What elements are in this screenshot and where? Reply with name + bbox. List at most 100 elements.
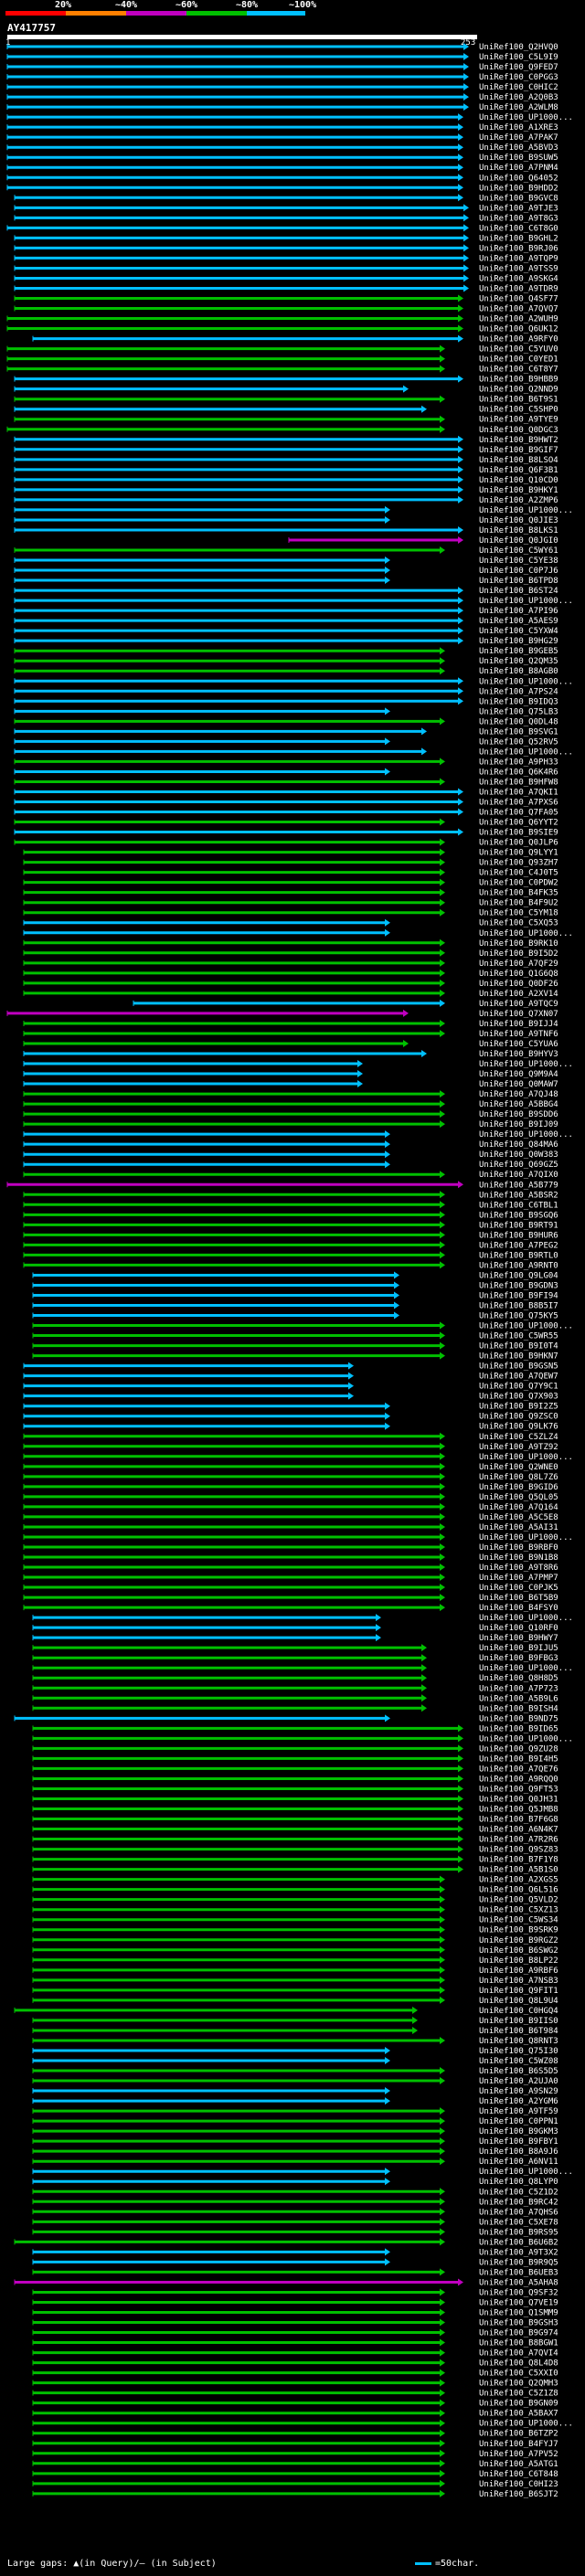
hit-row[interactable]: UniRef100_B9I5D2 bbox=[23, 949, 558, 959]
hit-label[interactable]: UniRef100_B8BGW1 bbox=[479, 2339, 558, 2348]
hit-label[interactable]: UniRef100_A7QKI1 bbox=[479, 788, 558, 797]
hit-row[interactable]: UniRef100_Q9M9A4 bbox=[23, 1070, 558, 1079]
hit-row[interactable]: UniRef100_B6T5B9 bbox=[23, 1594, 558, 1603]
hit-row[interactable]: UniRef100_A9TZ92 bbox=[23, 1442, 558, 1452]
hit-label[interactable]: UniRef100_C6T8G0 bbox=[479, 224, 558, 233]
hit-label[interactable]: UniRef100_B9ID65 bbox=[479, 1724, 558, 1733]
hit-row[interactable]: UniRef100_B6UEB3 bbox=[32, 2268, 558, 2277]
hit-label[interactable]: UniRef100_C5XE78 bbox=[479, 2218, 558, 2227]
hit-label[interactable]: UniRef100_B9GSN5 bbox=[479, 1362, 558, 1372]
hit-label[interactable]: UniRef100_UP1000... bbox=[479, 1453, 573, 1462]
hit-row[interactable]: UniRef100_A7PMP7 bbox=[23, 1574, 558, 1583]
hit-label[interactable]: UniRef100_B9RK10 bbox=[479, 939, 558, 949]
hit-label[interactable]: UniRef100_Q9ZSC0 bbox=[479, 1413, 558, 1422]
hit-label[interactable]: UniRef100_UP1000... bbox=[479, 113, 573, 122]
hit-label[interactable]: UniRef100_A9T3X2 bbox=[479, 2248, 558, 2257]
hit-label[interactable]: UniRef100_C5Z1Z8 bbox=[479, 2390, 558, 2399]
hit-row[interactable]: UniRef100_A6NV11 bbox=[32, 2157, 558, 2167]
hit-row[interactable]: UniRef100_UP1000... bbox=[23, 1130, 573, 1140]
hit-row[interactable]: UniRef100_A7PXS6 bbox=[14, 798, 558, 808]
hit-row[interactable]: UniRef100_Q84MA6 bbox=[23, 1140, 558, 1150]
hit-row[interactable]: UniRef100_UP1000... bbox=[32, 1734, 573, 1744]
hit-row[interactable]: UniRef100_UP1000... bbox=[23, 928, 573, 938]
hit-row[interactable]: UniRef100_B9I4H5 bbox=[32, 1754, 558, 1764]
hit-label[interactable]: UniRef100_C0PDW2 bbox=[479, 879, 558, 888]
hit-label[interactable]: UniRef100_A9TQP9 bbox=[479, 254, 558, 263]
hit-row[interactable]: UniRef100_B6TPD8 bbox=[14, 577, 558, 586]
hit-row[interactable]: UniRef100_Q9LG04 bbox=[32, 1271, 558, 1280]
hit-row[interactable]: UniRef100_B9N1B8 bbox=[23, 1553, 558, 1563]
hit-row[interactable]: UniRef100_B9FBG3 bbox=[32, 1654, 558, 1663]
hit-row[interactable]: UniRef100_B9I0T4 bbox=[32, 1341, 558, 1352]
hit-label[interactable]: UniRef100_A9RQQ0 bbox=[479, 1775, 558, 1784]
hit-row[interactable]: UniRef100_B8A9J6 bbox=[32, 2147, 558, 2157]
hit-label[interactable]: UniRef100_B8AGB0 bbox=[479, 667, 558, 676]
hit-row[interactable]: UniRef100_Q69GZ5 bbox=[23, 1161, 558, 1170]
hit-row[interactable]: UniRef100_Q7X903 bbox=[23, 1392, 558, 1402]
hit-row[interactable]: UniRef100_Q0DL48 bbox=[14, 717, 558, 726]
hit-row[interactable]: UniRef100_A7QVQ7 bbox=[14, 304, 558, 314]
hit-row[interactable]: UniRef100_B9IIS0 bbox=[32, 2016, 558, 2026]
hit-label[interactable]: UniRef100_A2WUH9 bbox=[479, 315, 558, 324]
hit-row[interactable]: UniRef100_A9TQP9 bbox=[14, 254, 558, 263]
hit-label[interactable]: UniRef100_B9SGQ6 bbox=[479, 1211, 558, 1220]
hit-row[interactable]: UniRef100_Q6UK12 bbox=[6, 324, 558, 334]
hit-row[interactable]: UniRef100_B9RT91 bbox=[23, 1221, 558, 1230]
hit-label[interactable]: UniRef100_Q52RV5 bbox=[479, 737, 558, 747]
hit-label[interactable]: UniRef100_B8A9J6 bbox=[479, 2147, 558, 2157]
hit-label[interactable]: UniRef100_UP1000... bbox=[479, 1130, 573, 1140]
hit-label[interactable]: UniRef100_B9FI94 bbox=[479, 1291, 558, 1300]
hit-label[interactable]: UniRef100_B9RBF0 bbox=[479, 1543, 558, 1553]
hit-label[interactable]: UniRef100_Q5VLD2 bbox=[479, 1896, 558, 1905]
hit-label[interactable]: UniRef100_A5ATG1 bbox=[479, 2460, 558, 2469]
hit-row[interactable]: UniRef100_Q0JLP6 bbox=[14, 838, 558, 848]
hit-label[interactable]: UniRef100_A6NV11 bbox=[479, 2157, 558, 2167]
hit-label[interactable]: UniRef100_Q7Y9C1 bbox=[479, 1383, 558, 1392]
hit-row[interactable]: UniRef100_B9FBY1 bbox=[32, 2137, 558, 2147]
hit-label[interactable]: UniRef100_C5YM18 bbox=[479, 909, 558, 918]
hit-row[interactable]: UniRef100_A9TQC9 bbox=[133, 999, 558, 1009]
hit-row[interactable]: UniRef100_A9TSS9 bbox=[14, 264, 558, 273]
hit-label[interactable]: UniRef100_C5YUV0 bbox=[479, 345, 558, 355]
hit-label[interactable]: UniRef100_Q0JLP6 bbox=[479, 839, 558, 848]
hit-label[interactable]: UniRef100_A7QEW7 bbox=[479, 1373, 558, 1382]
hit-label[interactable]: UniRef100_C5YXW4 bbox=[479, 627, 558, 636]
hit-label[interactable]: UniRef100_B9IJJ4 bbox=[479, 1020, 558, 1029]
hit-label[interactable]: UniRef100_Q8LYP0 bbox=[479, 2178, 558, 2187]
hit-row[interactable]: UniRef100_B9RS95 bbox=[32, 2228, 558, 2237]
hit-label[interactable]: UniRef100_C5WZ08 bbox=[479, 2057, 558, 2066]
hit-label[interactable]: UniRef100_Q69GZ5 bbox=[479, 1161, 558, 1170]
hit-label[interactable]: UniRef100_Q6K4R6 bbox=[479, 768, 558, 777]
hit-label[interactable]: UniRef100_Q5QL05 bbox=[479, 1493, 558, 1502]
hit-row[interactable]: UniRef100_A7PI96 bbox=[14, 607, 558, 616]
hit-row[interactable]: UniRef100_B9GSN5 bbox=[23, 1362, 558, 1372]
hit-row[interactable]: UniRef100_Q5VLD2 bbox=[32, 1895, 558, 1905]
hit-row[interactable]: UniRef100_A7QF29 bbox=[23, 959, 558, 969]
hit-row[interactable]: UniRef100_UP1000... bbox=[32, 2168, 573, 2177]
hit-label[interactable]: UniRef100_C5YUA6 bbox=[479, 1040, 558, 1049]
hit-label[interactable]: UniRef100_B9GHL2 bbox=[479, 234, 558, 243]
hit-row[interactable]: UniRef100_C5YM18 bbox=[23, 908, 558, 918]
hit-label[interactable]: UniRef100_A9T8G3 bbox=[479, 214, 558, 223]
hit-label[interactable]: UniRef100_B6TZP2 bbox=[479, 2430, 558, 2439]
hit-label[interactable]: UniRef100_B6UEB3 bbox=[479, 2268, 558, 2277]
hit-row[interactable]: UniRef100_B9SUW5 bbox=[6, 154, 558, 163]
hit-label[interactable]: UniRef100_Q2QMH3 bbox=[479, 2380, 558, 2389]
hit-row[interactable]: UniRef100_C5YXW4 bbox=[14, 627, 558, 636]
hit-label[interactable]: UniRef100_B8LP22 bbox=[479, 1956, 558, 1966]
hit-row[interactable]: UniRef100_Q2WNE0 bbox=[23, 1462, 558, 1472]
hit-row[interactable]: UniRef100_C5XE78 bbox=[32, 2218, 558, 2227]
hit-label[interactable]: UniRef100_C6TBL1 bbox=[479, 1201, 558, 1210]
hit-row[interactable]: UniRef100_Q7Y9C1 bbox=[23, 1382, 558, 1392]
hit-label[interactable]: UniRef100_UP1000... bbox=[479, 597, 573, 606]
hit-label[interactable]: UniRef100_C5WS34 bbox=[479, 1916, 558, 1925]
hit-row[interactable]: UniRef100_UP1000... bbox=[14, 505, 573, 515]
hit-row[interactable]: UniRef100_Q9ZSC0 bbox=[23, 1412, 558, 1422]
hit-label[interactable]: UniRef100_B4FK35 bbox=[479, 889, 558, 898]
hit-row[interactable]: UniRef100_Q1G6Q8 bbox=[23, 969, 558, 979]
hit-label[interactable]: UniRef100_A7PEG2 bbox=[479, 1241, 558, 1250]
hit-label[interactable]: UniRef100_A5B1S0 bbox=[479, 1866, 558, 1875]
hit-row[interactable]: UniRef100_Q5JMB8 bbox=[32, 1805, 558, 1815]
hit-row[interactable]: UniRef100_B4FYJ7 bbox=[32, 2439, 558, 2449]
hit-label[interactable]: UniRef100_UP1000... bbox=[479, 2420, 573, 2429]
